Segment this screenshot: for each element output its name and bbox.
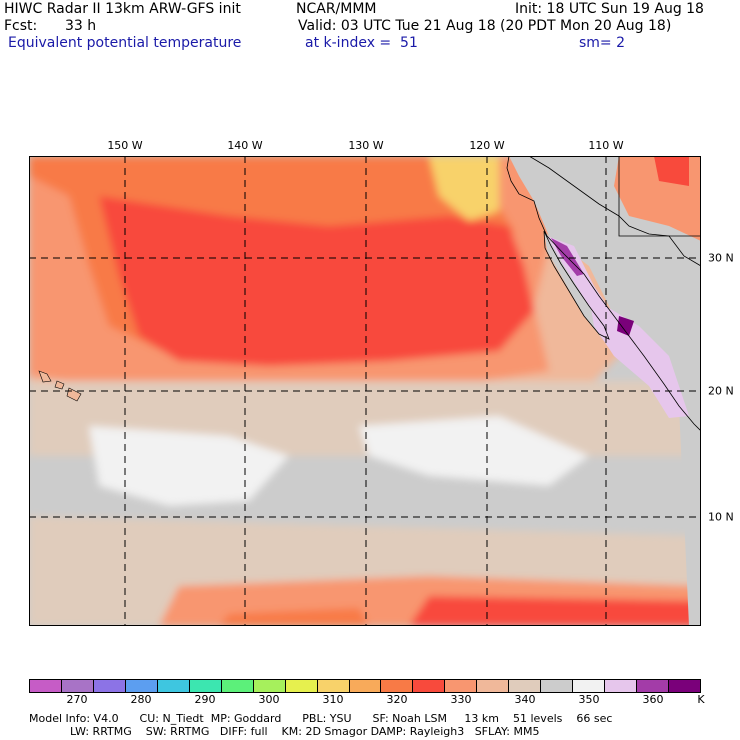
colorbar-swatch	[572, 680, 605, 692]
colorbar-swatch	[412, 680, 445, 692]
colorbar-swatch	[220, 680, 253, 692]
footer-line-1: Model Info: V4.0 CU: N_Tiedt MP: Goddard…	[29, 712, 613, 725]
colorbar-swatch	[636, 680, 669, 692]
colorbar-tick-label: 280	[130, 693, 152, 706]
colorbar-swatch	[668, 680, 701, 692]
colorbar-swatch	[156, 680, 189, 692]
land-sierra-band	[617, 316, 634, 336]
lon-label-130w: 130 W	[348, 139, 384, 152]
field-name: Equivalent potential temperature	[8, 35, 242, 51]
colorbar-swatch	[316, 680, 349, 692]
lon-label-110w: 110 W	[588, 139, 624, 152]
lon-label-150w: 150 W	[107, 139, 143, 152]
colorbar-swatch	[60, 680, 93, 692]
colorbar-tick-label: 340	[514, 693, 536, 706]
fcst-value: 33 h	[65, 18, 97, 34]
colorbar-tick-label: 270	[66, 693, 88, 706]
graticule	[29, 156, 701, 626]
colorbar-swatch	[124, 680, 157, 692]
colorbar-tick-label: 310	[322, 693, 344, 706]
land-purple-mexico	[589, 296, 689, 418]
colorbar-swatch	[508, 680, 541, 692]
band-315-northeast	[429, 156, 499, 221]
lon-label-120w: 120 W	[469, 139, 505, 152]
org-label: NCAR/MMM	[296, 1, 377, 17]
colorbar-swatch	[540, 680, 573, 692]
colorbar	[29, 679, 701, 693]
band-white-east	[359, 416, 589, 486]
colorbar-swatch	[380, 680, 413, 692]
colorbar-tick-label: 300	[258, 693, 280, 706]
band-white-tropics	[89, 426, 289, 506]
colorbar-tick-label: 360	[642, 693, 664, 706]
colorbar-swatch	[252, 680, 285, 692]
init-time: Init: 18 UTC Sun 19 Aug 18	[515, 1, 704, 17]
lat-label-20n: 20 N	[708, 384, 734, 398]
colorbar-swatch	[604, 680, 637, 692]
model-title: HIWC Radar II 13km ARW-GFS init	[4, 1, 241, 17]
band-330-core	[99, 196, 534, 366]
smoothing-label: sm= 2	[579, 35, 626, 51]
hawaii-islands	[38, 370, 82, 402]
colorbar-tick-label: 350	[578, 693, 600, 706]
colorbar-swatch	[284, 680, 317, 692]
theta-e-map	[29, 156, 701, 626]
footer-line-2: LW: RRTMG SW: RRTMG DIFF: full KM: 2D Sm…	[70, 725, 540, 738]
level-label: at k-index = 51	[305, 35, 418, 51]
land-hot-pocket	[654, 156, 689, 186]
lat-label-10n: 10 N	[708, 510, 734, 524]
colorbar-swatch	[92, 680, 125, 692]
colorbar-swatch	[348, 680, 381, 692]
colorbar-tick-label: 330	[450, 693, 472, 706]
land-mexico-us	[509, 156, 701, 626]
lat-label-30n: 30 N	[708, 251, 734, 265]
colorbar-swatch	[30, 680, 61, 692]
colorbar-swatch	[444, 680, 477, 692]
band-330-southwest	[219, 608, 369, 626]
colorbar-swatch	[188, 680, 221, 692]
valid-time: Valid: 03 UTC Tue 21 Aug 18 (20 PDT Mon …	[298, 18, 672, 34]
colorbar-swatch	[476, 680, 509, 692]
band-330-south	[409, 596, 701, 626]
colorbar-tick-label: 290	[194, 693, 216, 706]
lon-label-140w: 140 W	[227, 139, 263, 152]
colorbar-tick-label: 320	[386, 693, 408, 706]
fcst-label: Fcst:	[4, 18, 38, 34]
map-frame	[29, 156, 701, 626]
colorbar-unit: K	[697, 693, 705, 706]
